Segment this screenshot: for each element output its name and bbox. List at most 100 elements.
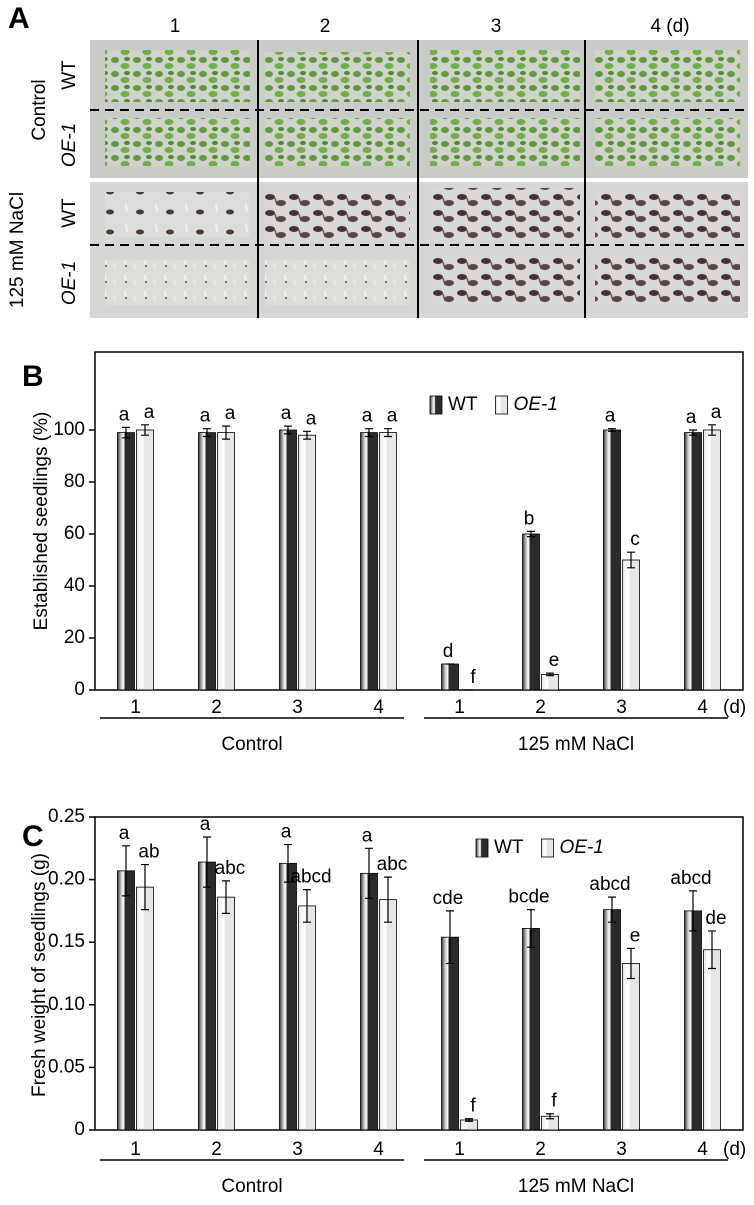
significance-letter: a [686, 407, 697, 428]
significance-letter: d [443, 641, 454, 662]
legend-swatch [541, 838, 554, 858]
error-bar [284, 425, 292, 435]
error-bar [689, 890, 697, 932]
significance-letter: e [549, 650, 560, 671]
significance-letter: a [387, 406, 398, 427]
error-bar [527, 909, 535, 948]
significance-letter: abcd [290, 867, 331, 888]
x-tick-label: 3 [292, 1139, 303, 1160]
line-label: WT [59, 60, 80, 90]
error-bar [446, 910, 454, 965]
bar [117, 870, 135, 1131]
seedlings [430, 50, 580, 102]
y-tick-label: 0.10 [48, 994, 85, 1015]
significance-letter: f [470, 1096, 476, 1117]
panel-label: A [8, 2, 30, 35]
significance-letter: a [281, 403, 292, 424]
error-bar [546, 672, 554, 677]
significance-letter: a [119, 404, 130, 425]
error-bar [365, 847, 373, 899]
significance-letter: f [470, 667, 476, 688]
bar [522, 533, 540, 691]
legend-swatch [475, 838, 489, 858]
bar [684, 910, 702, 1131]
bar [298, 905, 316, 1131]
x-tick-label: 3 [616, 1139, 627, 1160]
seedlings [265, 260, 410, 305]
x-tick-label: 3 [292, 697, 303, 718]
bar [684, 432, 702, 691]
error-bar [141, 424, 149, 436]
seedlings [105, 118, 250, 166]
seedlings [105, 192, 250, 237]
bar [622, 963, 640, 1131]
seedlings [595, 258, 740, 306]
bar [603, 909, 621, 1131]
error-bar [303, 430, 311, 440]
error-bar [122, 845, 130, 897]
condition-label: Control [29, 79, 50, 140]
condition-label: 125 mM NaCl [7, 192, 28, 308]
x-tick-label: 3 [616, 697, 627, 718]
error-bar [203, 836, 211, 888]
significance-letter: abcd [670, 868, 711, 889]
error-bar [527, 530, 535, 538]
x-tick-label: 1 [454, 1139, 465, 1160]
significance-letter: f [551, 1091, 557, 1112]
significance-letter: a [362, 406, 373, 427]
error-bar [708, 424, 716, 436]
y-tick-label: 60 [64, 523, 85, 544]
legend-label: WT [494, 837, 524, 858]
bar [441, 663, 459, 691]
day-label: 2 [320, 16, 331, 37]
y-tick-label: 80 [64, 471, 85, 492]
significance-letter: a [144, 402, 155, 423]
error-bar [284, 843, 292, 883]
bar [217, 432, 235, 691]
significance-letter: e [630, 925, 641, 946]
y-tick-label: 20 [64, 627, 85, 648]
legend-label: WT [448, 394, 478, 415]
line-label: WT [59, 198, 80, 228]
bar [298, 434, 316, 691]
bar [379, 432, 397, 691]
bar [217, 896, 235, 1131]
bar [198, 861, 216, 1131]
y-axis-label: Established seedlings (%) [31, 412, 52, 631]
x-tick-label: 2 [211, 697, 222, 718]
x-tick-label: 2 [535, 1139, 546, 1160]
significance-letter: abcd [589, 874, 630, 895]
plot-frame [94, 351, 744, 691]
seedlings [105, 50, 250, 102]
significance-letter: a [200, 814, 211, 835]
error-bar [465, 1118, 473, 1122]
bar [279, 429, 297, 691]
error-bar [365, 428, 373, 438]
bar [360, 872, 378, 1131]
error-bar [627, 551, 635, 569]
bar [703, 429, 721, 691]
significance-letter: a [119, 823, 130, 844]
x-tick-label: 4 [373, 1139, 384, 1160]
plot-frame [94, 816, 744, 1131]
x-tick-label: 2 [211, 1139, 222, 1160]
significance-letter: abc [377, 854, 408, 875]
seedlings [265, 52, 410, 102]
error-bar [608, 896, 616, 923]
bar [136, 886, 154, 1131]
y-tick-label: 0.15 [48, 931, 85, 952]
significance-letter: a [362, 825, 373, 846]
group-label: 125 mM NaCl [518, 734, 634, 755]
significance-letter: bcde [508, 887, 549, 908]
y-tick-label: 0.05 [48, 1056, 85, 1077]
seedlings [265, 118, 410, 166]
seedlings [265, 190, 410, 238]
bar [541, 674, 559, 691]
seedlings [595, 118, 740, 166]
error-bar [384, 876, 392, 923]
significance-letter: c [630, 529, 640, 550]
seedlings [430, 258, 580, 306]
error-bar [122, 426, 130, 439]
error-bar [689, 429, 697, 436]
